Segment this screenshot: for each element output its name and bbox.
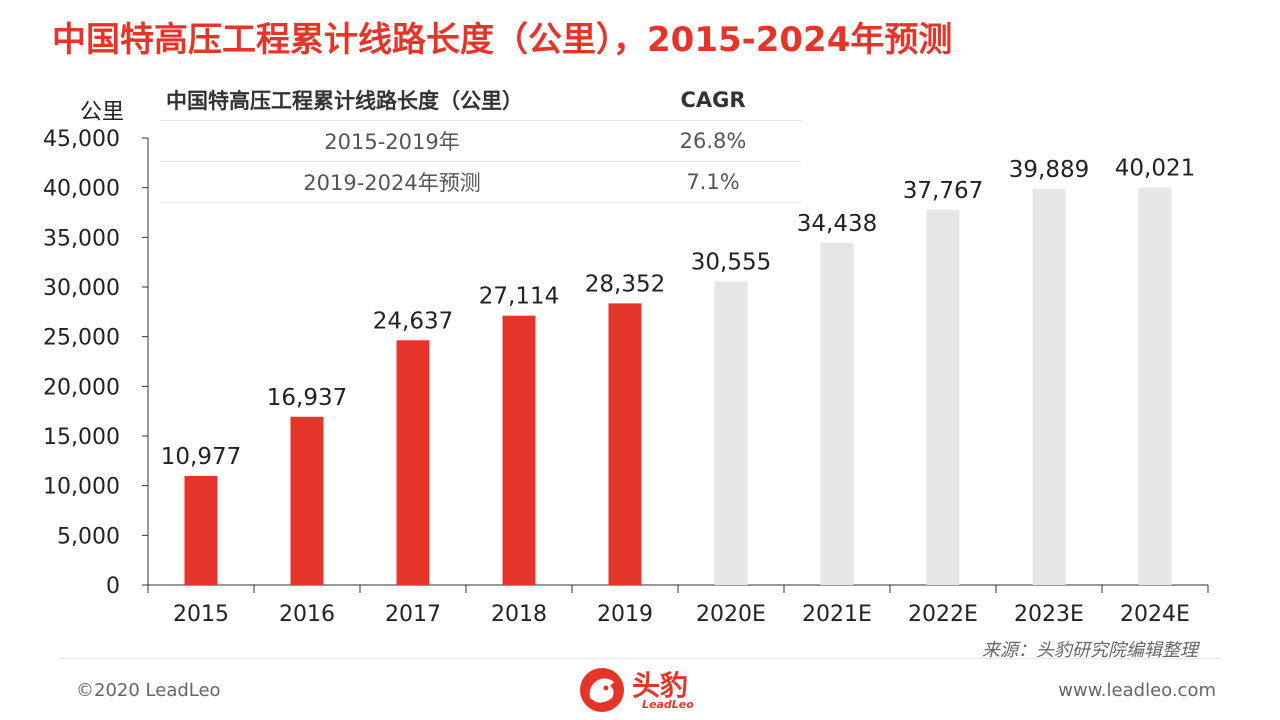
data-label: 30,555: [691, 249, 771, 275]
cagr-table-header-metric: 中国特高压工程累计线路长度（公里）: [160, 80, 624, 121]
data-label: 10,977: [161, 444, 241, 470]
y-tick-label: 45,000: [43, 127, 120, 152]
y-tick-label: 10,000: [43, 475, 120, 500]
data-label: 37,767: [903, 178, 983, 204]
y-tick-label: 40,000: [43, 177, 120, 202]
x-tick-label: 2021E: [802, 602, 872, 627]
y-tick-label: 20,000: [43, 375, 120, 400]
cagr-table-header-cagr: CAGR: [624, 80, 802, 121]
cagr-value: 26.8%: [624, 120, 802, 162]
y-tick-label: 0: [106, 574, 120, 599]
logo-name: 头豹: [632, 669, 689, 702]
bar: [820, 242, 854, 585]
logo-subtitle: LeadLeo: [642, 698, 694, 711]
bar-chart: 0 5,000 10,000 15,000 20,000 25,000 30,000 35,0…: [43, 127, 1209, 627]
website-link[interactable]: www.leadleo.com: [1058, 680, 1216, 701]
y-tick-label: 30,000: [43, 276, 120, 301]
table-row: 2019-2024年预测 7.1%: [160, 161, 802, 203]
cagr-value: 7.1%: [624, 161, 802, 203]
x-tick-label: 2022E: [908, 602, 978, 627]
cagr-table-header: 中国特高压工程累计线路长度（公里） CAGR: [160, 80, 802, 121]
cagr-table: 中国特高压工程累计线路长度（公里） CAGR 2015-2019年 26.8% …: [160, 80, 802, 203]
bar: [1032, 188, 1066, 585]
data-label: 27,114: [479, 284, 559, 310]
bar: [1138, 187, 1172, 585]
data-label: 34,438: [797, 211, 877, 237]
x-tick-label: 2018: [491, 602, 547, 627]
x-tick-label: 2015: [173, 602, 229, 627]
y-tick-label: 25,000: [43, 326, 120, 351]
page-title: 中国特高压工程累计线路长度（公里），2015-2024年预测: [52, 20, 953, 60]
data-label: 28,352: [585, 271, 665, 297]
footer-divider: [60, 658, 1220, 659]
bar: [290, 416, 324, 585]
leadleo-logo: 头豹 LeadLeo: [580, 664, 710, 716]
y-tick-label: 5,000: [57, 524, 120, 549]
y-axis-unit: 公里: [80, 100, 125, 125]
cagr-period: 2015-2019年: [160, 120, 624, 162]
x-tick-label: 2023E: [1014, 602, 1084, 627]
data-label: 24,637: [373, 308, 453, 334]
x-tick-label: 2019: [597, 602, 653, 627]
cagr-period: 2019-2024年预测: [160, 161, 624, 203]
bar: [714, 281, 748, 585]
copyright: ©2020 LeadLeo: [76, 680, 221, 701]
data-label: 40,021: [1115, 155, 1195, 181]
bar: [396, 340, 430, 585]
data-label: 16,937: [267, 385, 347, 411]
x-tick-label: 2016: [279, 602, 335, 627]
data-label: 39,889: [1009, 157, 1089, 183]
y-tick-label: 35,000: [43, 226, 120, 251]
bar: [926, 209, 960, 586]
x-tick-label: 2017: [385, 602, 441, 627]
x-tick-label: 2024E: [1120, 602, 1190, 627]
leopard-icon: [580, 668, 624, 712]
y-tick-label: 15,000: [43, 425, 120, 450]
table-row: 2015-2019年 26.8%: [160, 120, 802, 162]
source-note: 来源：头豹研究院编辑整理: [982, 640, 1198, 661]
bar: [502, 315, 536, 585]
bar: [608, 303, 642, 585]
bar: [184, 475, 218, 585]
x-tick-label: 2020E: [696, 602, 766, 627]
